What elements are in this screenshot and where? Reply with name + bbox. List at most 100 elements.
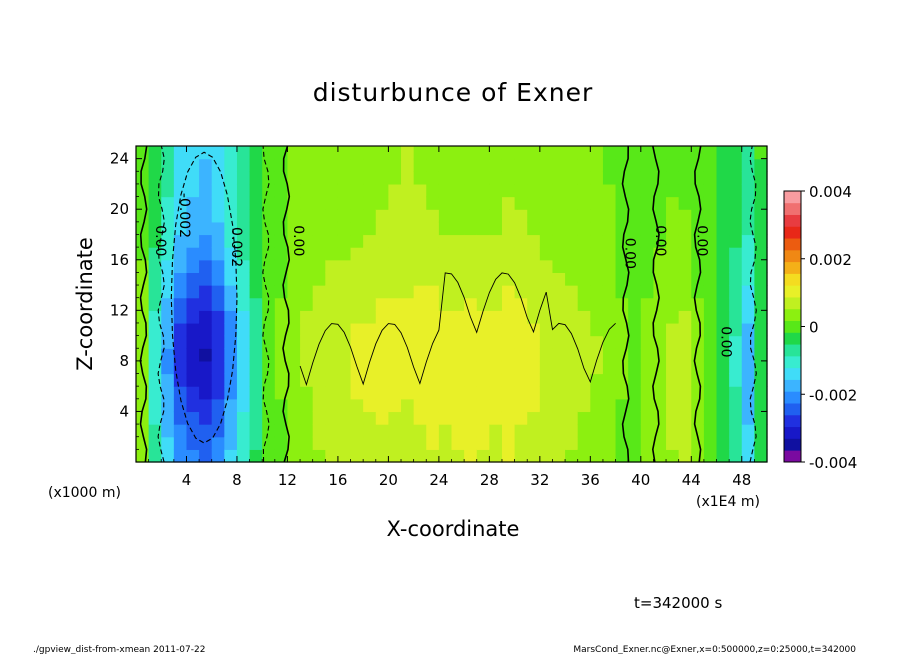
heatmap-cell (527, 411, 541, 425)
x-tick-label: 20 (379, 471, 398, 489)
heatmap-cell (337, 196, 352, 210)
heatmap-cell (401, 398, 415, 413)
heatmap-cell (312, 335, 326, 349)
heatmap-cell (666, 272, 680, 286)
heatmap-cell (628, 335, 642, 349)
heatmap-cell (691, 196, 705, 210)
heatmap-cell (388, 398, 402, 413)
heatmap-cell (628, 360, 642, 375)
heatmap-cell (136, 398, 150, 413)
heatmap-cell (337, 398, 352, 413)
heatmap-cell (590, 411, 604, 425)
heatmap-cell (148, 209, 162, 223)
heatmap-cell (464, 234, 478, 248)
heatmap-cell (640, 310, 655, 324)
heatmap-cell (363, 398, 377, 413)
heatmap-cell (501, 297, 516, 311)
heatmap-cell (501, 234, 516, 248)
heatmap-cell (577, 322, 591, 337)
heatmap-cell (577, 247, 591, 261)
heatmap-cell (249, 398, 263, 413)
heatmap-cell (350, 398, 364, 413)
contour-label: 0.00 (652, 225, 668, 256)
heatmap-cell (388, 272, 402, 286)
heatmap-cell (211, 285, 225, 299)
heatmap-cell (640, 285, 655, 299)
heatmap-cell (514, 234, 528, 248)
heatmap-cell (224, 449, 238, 463)
heatmap-cell (552, 348, 566, 362)
heatmap-cell (148, 259, 162, 273)
heatmap-cell (224, 183, 238, 198)
heatmap-cell (741, 322, 755, 337)
heatmap-cell (716, 234, 730, 248)
heatmap-cell (628, 259, 642, 273)
heatmap-cell (527, 398, 541, 413)
heatmap-cell (741, 272, 755, 286)
heatmap-cell (287, 398, 301, 413)
heatmap-cell (312, 196, 326, 210)
heatmap-cell (565, 335, 579, 349)
heatmap-cell (691, 272, 705, 286)
heatmap-cell (312, 171, 326, 185)
heatmap-cell (527, 196, 541, 210)
heatmap-cell (300, 158, 314, 172)
heatmap-cell (337, 297, 352, 311)
heatmap-cell (552, 424, 566, 438)
heatmap-cell (476, 183, 490, 198)
heatmap-cell (476, 158, 490, 172)
heatmap-cell (148, 310, 162, 324)
heatmap-cell (729, 209, 743, 223)
heatmap-cell (236, 259, 251, 273)
heatmap-cell (161, 411, 175, 425)
heatmap-cell (565, 373, 579, 387)
heatmap-cell (703, 221, 718, 236)
heatmap-cell (300, 247, 314, 261)
heatmap-cell (628, 348, 642, 362)
heatmap-cell (161, 398, 175, 413)
contour-zero (621, 145, 630, 463)
heatmap-cell (186, 424, 200, 438)
heatmap-cell (186, 221, 200, 236)
colorbar-swatch (784, 403, 801, 416)
x-tick-label: 44 (682, 471, 701, 489)
heatmap-cell (741, 398, 755, 413)
heatmap-cell (666, 183, 680, 198)
heatmap-cell (741, 360, 755, 375)
heatmap-cell (539, 386, 554, 400)
heatmap-cell (337, 386, 352, 400)
heatmap-cell (691, 146, 705, 160)
heatmap-cell (590, 297, 604, 311)
colorbar-swatch (784, 226, 801, 239)
heatmap-cell (186, 322, 200, 337)
heatmap-cell (590, 398, 604, 413)
heatmap-cell (514, 436, 528, 450)
heatmap-cell (199, 221, 213, 236)
heatmap-cell (539, 449, 554, 463)
heatmap-cell (211, 146, 225, 160)
heatmap-cell (350, 247, 364, 261)
heatmap-cell (413, 310, 427, 324)
heatmap-cell (666, 221, 680, 236)
heatmap-cell (236, 411, 251, 425)
heatmap-cell (136, 386, 150, 400)
heatmap-cell (186, 436, 200, 450)
heatmap-cell (375, 335, 389, 349)
heatmap-cell (161, 234, 175, 248)
heatmap-cell (716, 196, 730, 210)
heatmap-cell (640, 436, 655, 450)
heatmap-cell (741, 196, 755, 210)
heatmap-cell (678, 171, 692, 185)
heatmap-cell (653, 196, 667, 210)
heatmap-cell (678, 449, 692, 463)
heatmap-cell (249, 247, 263, 261)
heatmap-cell (754, 386, 768, 400)
heatmap-cell (249, 322, 263, 337)
heatmap-cell (337, 259, 352, 273)
heatmap-cell (501, 247, 516, 261)
heatmap-cell (565, 411, 579, 425)
heatmap-cell (527, 424, 541, 438)
heatmap-cell (476, 322, 490, 337)
heatmap-cell (501, 386, 516, 400)
heatmap-cell (590, 348, 604, 362)
